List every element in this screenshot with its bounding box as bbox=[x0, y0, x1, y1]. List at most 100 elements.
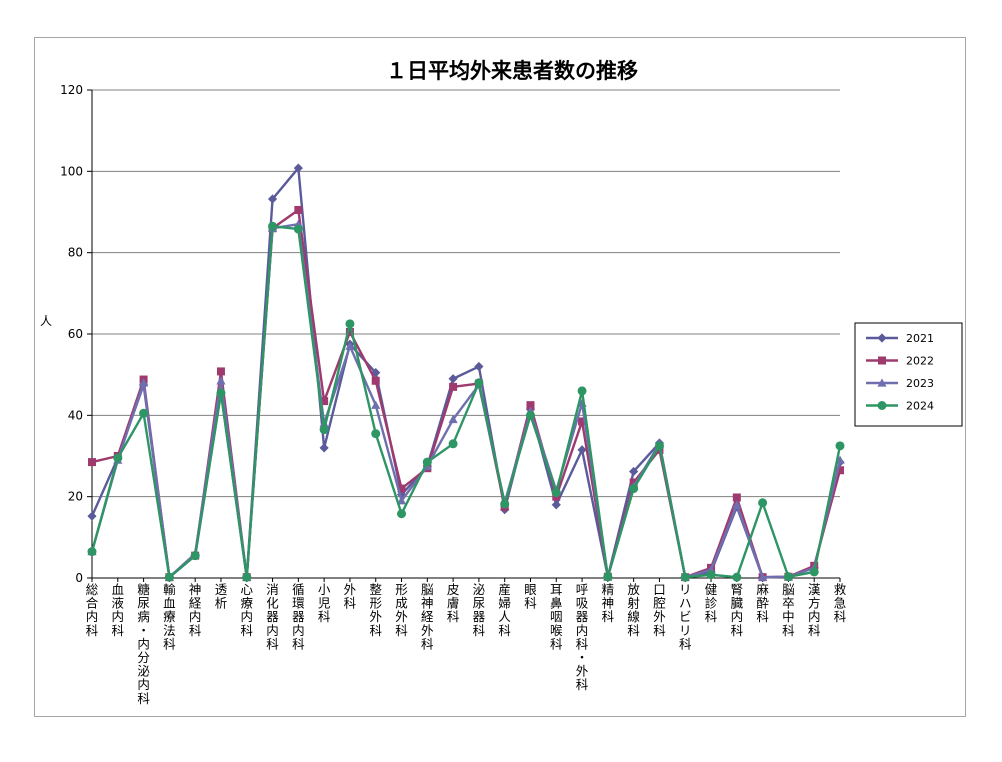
x-category-label: 産婦人科 bbox=[498, 582, 511, 638]
legend-label: 2024 bbox=[906, 400, 934, 413]
data-point bbox=[654, 441, 664, 451]
legend-item: 2023 bbox=[866, 377, 934, 390]
x-category-label: 循環器内科 bbox=[292, 582, 305, 651]
x-category-label: 腎臓内科 bbox=[731, 582, 744, 638]
y-tick-label: 40 bbox=[68, 408, 83, 422]
data-point bbox=[603, 572, 613, 582]
data-point bbox=[294, 205, 303, 214]
data-point bbox=[783, 572, 793, 582]
chart-title: １日平均外来患者数の推移 bbox=[386, 59, 638, 83]
legend-label: 2022 bbox=[906, 355, 934, 368]
x-category-labels: 総合内科血液内科糖尿病・内分泌内科輸血療法科神経内科透析心療内科消化器内科循環器… bbox=[86, 582, 847, 706]
x-category-label: 神経内科 bbox=[189, 582, 202, 638]
data-point bbox=[758, 572, 768, 581]
data-point bbox=[732, 572, 742, 582]
series-2024 bbox=[87, 221, 845, 582]
x-category-label: 漢方内科 bbox=[808, 582, 821, 638]
data-point bbox=[88, 458, 96, 467]
y-tick-label: 60 bbox=[68, 327, 83, 341]
data-point bbox=[293, 224, 303, 234]
data-point bbox=[551, 488, 561, 498]
data-point bbox=[138, 378, 149, 387]
data-point bbox=[878, 356, 886, 365]
y-tick-label: 20 bbox=[68, 490, 83, 504]
x-category-label: 外科 bbox=[344, 582, 357, 611]
x-category-label: 健診科 bbox=[705, 582, 718, 624]
data-point bbox=[448, 439, 458, 449]
y-tick-label: 80 bbox=[68, 246, 83, 260]
x-category-label: 脳神経外科 bbox=[421, 582, 434, 651]
x-category-label: 消化器内科 bbox=[266, 582, 279, 651]
legend-item: 2021 bbox=[866, 332, 934, 345]
data-point bbox=[371, 400, 381, 409]
data-point bbox=[877, 333, 887, 343]
data-point bbox=[267, 194, 278, 204]
data-point bbox=[396, 496, 407, 505]
data-point bbox=[345, 319, 355, 329]
data-point bbox=[422, 457, 432, 467]
data-point bbox=[397, 484, 406, 493]
x-category-label: 血液内科 bbox=[112, 582, 125, 638]
data-point bbox=[629, 484, 639, 494]
data-point bbox=[448, 414, 458, 424]
data-point bbox=[268, 221, 278, 231]
data-point bbox=[319, 443, 329, 453]
data-point bbox=[139, 408, 149, 418]
x-category-label: リハビリ科 bbox=[679, 582, 692, 651]
x-category-label: 呼吸器内科・外科 bbox=[576, 582, 589, 692]
data-point bbox=[397, 509, 407, 519]
x-category-label: 口腔外科 bbox=[653, 582, 666, 638]
series-lines bbox=[87, 163, 845, 582]
data-point bbox=[577, 445, 587, 455]
data-point bbox=[680, 572, 690, 582]
y-tick-labels: 0 20 40 60 80 100 120 bbox=[60, 83, 83, 585]
x-category-label: 眼科 bbox=[524, 582, 537, 611]
data-point bbox=[577, 386, 587, 396]
data-point bbox=[448, 374, 458, 384]
data-point bbox=[242, 572, 252, 582]
x-category-label: 小児科 bbox=[318, 582, 331, 624]
x-category-label: 整形外科 bbox=[369, 582, 382, 638]
series-line bbox=[90, 222, 842, 579]
y-tick-label: 120 bbox=[60, 83, 83, 97]
legend-item: 2022 bbox=[866, 355, 934, 368]
data-point bbox=[809, 567, 819, 577]
data-point bbox=[732, 493, 741, 502]
x-category-label: 泌尿器科 bbox=[473, 582, 486, 638]
legend-label: 2021 bbox=[906, 332, 934, 345]
chart-frame bbox=[34, 37, 966, 717]
data-point bbox=[578, 417, 587, 426]
x-category-label: 糖尿病・内分泌内科 bbox=[137, 582, 150, 706]
x-category-label: 耳鼻咽喉科 bbox=[550, 582, 563, 651]
y-tick-label: 0 bbox=[75, 571, 83, 585]
data-point bbox=[500, 499, 510, 509]
data-point bbox=[216, 388, 226, 398]
data-point bbox=[113, 453, 123, 463]
data-point bbox=[629, 466, 639, 477]
data-point bbox=[371, 429, 381, 439]
data-point bbox=[190, 551, 200, 561]
data-point bbox=[87, 511, 97, 521]
gridlines bbox=[92, 89, 840, 498]
y-axis-label: 人 bbox=[40, 314, 52, 328]
y-tick-label: 100 bbox=[60, 164, 83, 178]
x-category-label: 総合内科 bbox=[86, 582, 99, 638]
data-point bbox=[758, 498, 768, 508]
legend-box bbox=[854, 322, 963, 427]
data-point bbox=[396, 490, 407, 500]
data-point bbox=[877, 401, 887, 410]
data-point bbox=[474, 378, 484, 388]
data-point bbox=[216, 367, 225, 376]
data-point bbox=[216, 376, 226, 385]
x-category-label: 放射線科 bbox=[627, 582, 640, 638]
data-point bbox=[320, 397, 329, 406]
series-2023 bbox=[87, 219, 845, 581]
x-category-label: 精神科 bbox=[602, 582, 615, 624]
data-point bbox=[371, 368, 381, 378]
data-point bbox=[835, 441, 845, 451]
x-category-label: 麻酔科 bbox=[756, 582, 769, 624]
data-point bbox=[371, 376, 380, 385]
axes bbox=[87, 89, 841, 582]
x-category-label: 救急科 bbox=[834, 582, 847, 624]
